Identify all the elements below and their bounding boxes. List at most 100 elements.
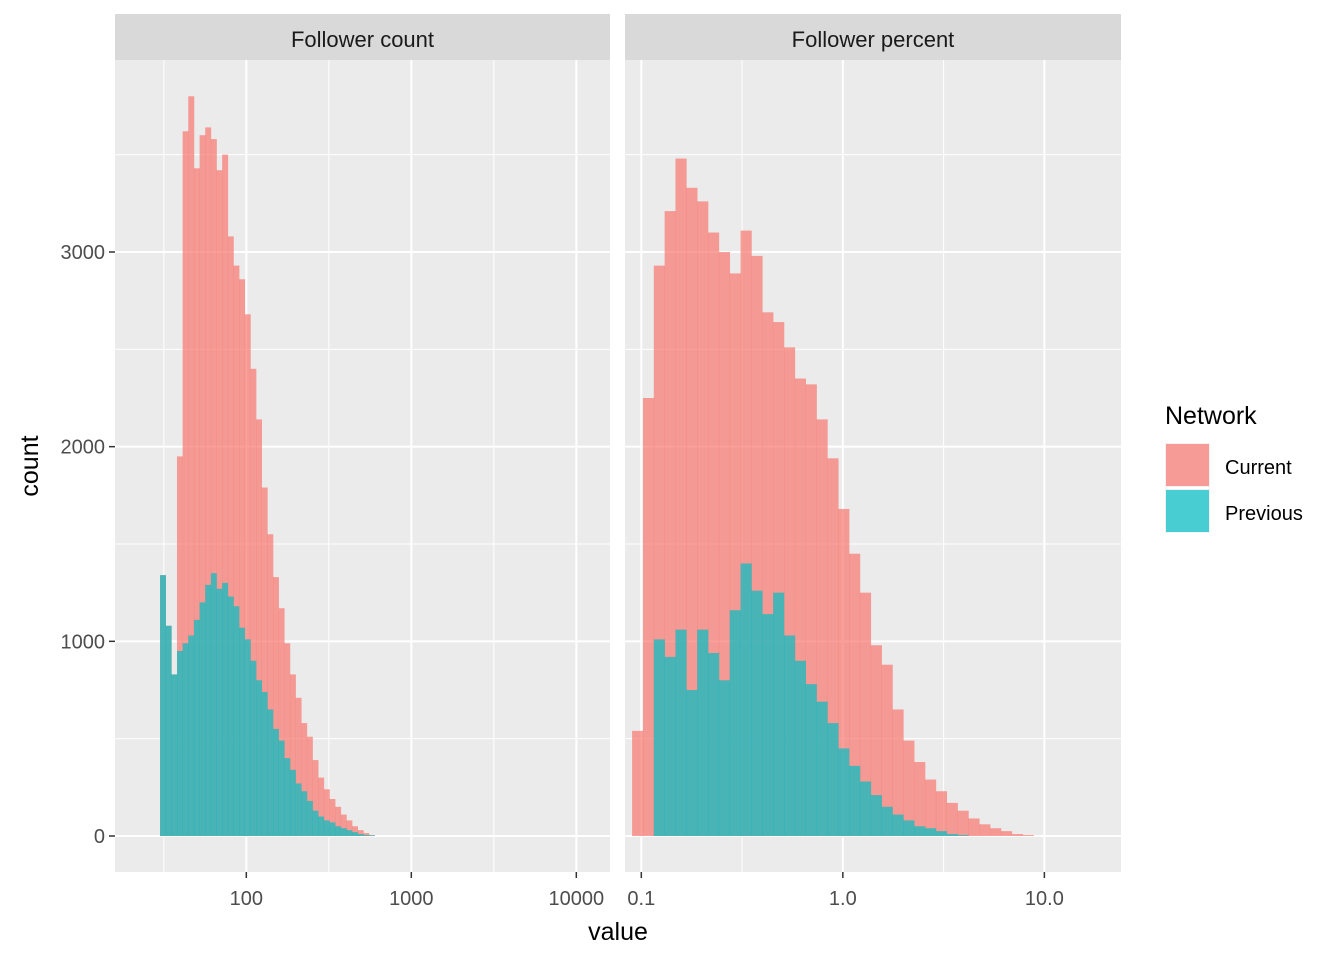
histogram-bar-current	[306, 736, 313, 836]
histogram-bar-current	[244, 314, 251, 836]
histogram-bar-previous	[946, 834, 958, 836]
histogram-bar-previous	[216, 588, 223, 836]
histogram-bar-current	[193, 168, 200, 836]
histogram-bar-current	[642, 398, 655, 836]
legend-label-previous: Previous	[1225, 503, 1303, 525]
histogram-bar-current	[278, 608, 285, 836]
histogram-bar-previous	[289, 769, 296, 836]
histogram-bar-current	[740, 230, 752, 836]
x-tick-label: 10000	[549, 888, 605, 910]
histogram-bar-current	[335, 806, 342, 836]
histogram-bar-current	[261, 487, 268, 836]
histogram-bar-current	[957, 810, 969, 836]
histogram-bar-current	[990, 828, 1002, 836]
histogram-bar-current	[664, 211, 676, 836]
histogram-bar-current	[870, 645, 882, 836]
histogram-bar-previous	[233, 606, 240, 836]
histogram-bar-current	[729, 273, 741, 836]
histogram-bar-current	[357, 830, 364, 836]
histogram-bar-current	[838, 508, 850, 836]
histogram-bar-previous	[870, 795, 882, 836]
histogram-bar-previous	[686, 690, 698, 836]
histogram-bar-previous	[188, 635, 195, 836]
histogram-bar-previous	[363, 835, 370, 836]
histogram-bar-current	[653, 265, 665, 836]
histogram-bar-current	[250, 368, 257, 836]
histogram-bar-current	[1011, 834, 1023, 836]
histogram-bar-current	[751, 255, 763, 837]
histogram-bar-current	[329, 799, 336, 836]
histogram-bar-current	[363, 833, 370, 836]
histogram-bar-current	[210, 139, 217, 837]
histogram-bar-current	[881, 664, 893, 836]
histogram-bar-current	[346, 820, 353, 836]
histogram-bar-current	[340, 814, 347, 836]
histogram-bar-previous	[914, 826, 926, 836]
legend-title: Network	[1165, 402, 1257, 430]
histogram-bar-previous	[176, 651, 183, 836]
histogram-bar-current	[222, 154, 229, 836]
histogram-bar-current	[675, 158, 687, 836]
histogram-bar-previous	[273, 728, 279, 836]
histogram-bar-previous	[261, 691, 268, 836]
histogram-bar-previous	[718, 680, 731, 836]
histogram-bar-previous	[729, 610, 741, 836]
x-tick-label: 100	[230, 888, 263, 910]
histogram-bar-current	[312, 760, 319, 836]
histogram-bar-previous	[838, 748, 850, 836]
histogram-bar-current	[284, 643, 291, 836]
histogram-bar-current	[783, 347, 796, 836]
histogram-bar-current	[273, 577, 279, 836]
histogram-bar-previous	[892, 814, 904, 836]
histogram-bar-previous	[957, 835, 969, 836]
x-tick-label: 0.1	[627, 888, 655, 910]
histogram-bar-previous	[346, 830, 353, 836]
histogram-bar-previous	[369, 835, 375, 836]
histogram-bar-previous	[827, 723, 839, 836]
histogram-bar-previous	[193, 619, 200, 836]
histogram-bar-previous	[849, 765, 861, 836]
histogram-bar-previous	[222, 582, 229, 836]
histogram-bar-current	[199, 135, 206, 836]
histogram-bar-current	[295, 697, 302, 836]
histogram-bar-current	[239, 279, 246, 837]
histogram-bar-current	[979, 824, 991, 836]
histogram-bar-previous	[329, 822, 336, 836]
legend-label-current: Current	[1225, 457, 1292, 479]
histogram-bar-previous	[762, 614, 774, 836]
histogram-bar-current	[256, 419, 263, 836]
y-axis-title: count	[16, 435, 44, 496]
histogram-bar-current	[301, 723, 308, 836]
histogram-bar-previous	[239, 627, 246, 836]
histogram-bar-previous	[783, 635, 796, 836]
histogram-bar-previous	[318, 816, 325, 836]
histogram-bar-previous	[340, 828, 347, 836]
histogram-bar-previous	[250, 660, 257, 836]
histogram-bar-previous	[295, 783, 302, 836]
histogram-bar-current	[318, 777, 325, 836]
histogram-bar-previous	[357, 834, 364, 836]
histogram-bar-current	[352, 826, 359, 836]
histogram-bar-previous	[653, 639, 665, 836]
histogram-bar-previous	[312, 810, 319, 836]
histogram-bar-current	[182, 131, 189, 837]
histogram-bar-previous	[935, 831, 948, 836]
histogram-bar-previous	[664, 656, 676, 836]
histogram-bar-current	[176, 456, 183, 836]
histogram-bar-current	[816, 419, 828, 836]
histogram-bar-current	[216, 170, 223, 837]
histogram-bar-previous	[278, 740, 285, 836]
histogram-bar-previous	[335, 826, 342, 836]
facet-strip	[625, 14, 1121, 60]
y-tick-label: 3000	[61, 242, 106, 264]
histogram-bar-current	[892, 709, 904, 836]
histogram-bar-current	[1022, 835, 1034, 836]
facet-title: Follower count	[291, 27, 434, 52]
histogram-bar-previous	[205, 584, 212, 836]
histogram-bar-previous	[794, 660, 806, 836]
histogram-bar-previous	[740, 563, 752, 836]
histogram-bar-previous	[301, 791, 308, 836]
histogram-bar-previous	[675, 629, 687, 836]
histogram-bar-current	[794, 378, 806, 836]
